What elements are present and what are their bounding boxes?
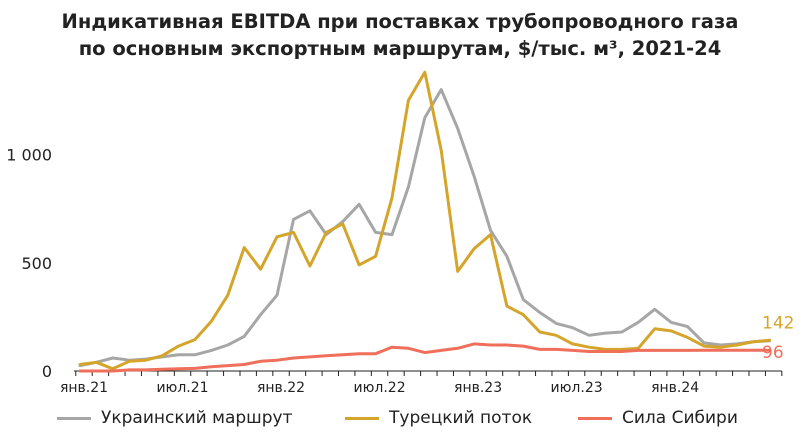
chart-title-line-1: Индикативная EBITDA при поставках трубоп…	[61, 10, 739, 33]
chart-title-line-2: по основным экспортным маршрутам, $/тыс.…	[78, 37, 722, 60]
chart-series	[78, 70, 772, 373]
x-tick-label: янв.23	[454, 380, 502, 396]
legend-item-turkish-stream: Турецкий поток	[345, 408, 532, 428]
series-line-ukraine-route	[78, 88, 772, 368]
x-tick-label: июл.22	[354, 380, 406, 396]
legend-swatch	[578, 416, 612, 420]
legend-item-power-of-siberia: Сила Сибири	[578, 408, 738, 428]
x-tick-label: янв.24	[651, 380, 699, 396]
y-tick-label: 0	[42, 362, 52, 381]
series-line-power-of-siberia	[78, 342, 772, 373]
y-tick-label: 500	[21, 254, 52, 273]
y-tick-label: 1 000	[6, 146, 52, 165]
legend-label: Украинский маршрут	[101, 408, 293, 428]
chart-labels: 142 96	[762, 313, 794, 363]
x-tick-label: июл.21	[156, 380, 208, 396]
end-value-label-power-of-siberia: 96	[762, 343, 784, 363]
legend-label: Сила Сибири	[622, 408, 738, 428]
legend-swatch	[57, 416, 91, 420]
legend-label: Турецкий поток	[389, 408, 533, 428]
x-tick-label: янв.22	[257, 380, 305, 396]
chart-legend: Украинский маршрут Турецкий поток Сила Сиб…	[0, 408, 800, 434]
chart-axes: 0 500 1 000 янв.21 июл.21 янв.22 июл.22 янв.23 и…	[6, 146, 783, 396]
series-line-turkish-stream	[78, 70, 772, 371]
chart-title: Индикативная EBITDA при поставках трубоп…	[0, 8, 800, 62]
legend-item-ukraine-route: Украинский маршрут	[57, 408, 292, 428]
x-tick-label: янв.21	[60, 380, 108, 396]
legend-swatch	[345, 416, 379, 420]
x-tick-label: июл.23	[551, 380, 603, 396]
end-value-label-turkish-stream: 142	[762, 313, 794, 333]
